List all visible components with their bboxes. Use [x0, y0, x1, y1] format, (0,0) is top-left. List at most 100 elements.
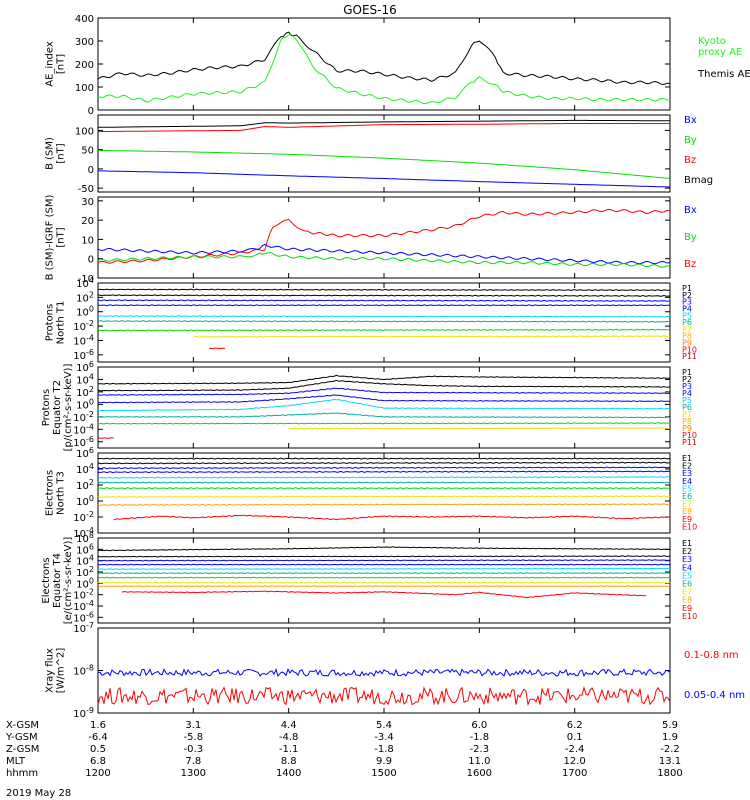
x-axis-value: 11.0: [468, 756, 490, 767]
legend-entry: P5: [682, 311, 692, 320]
legend-entry: P6: [682, 318, 692, 327]
x-axis-value: 1500: [371, 768, 396, 779]
series-line-e2: [97, 461, 671, 465]
y-tick-label: 104: [76, 276, 94, 290]
legend-entry: E8: [682, 596, 692, 605]
y-axis-label: [e/(cm²-s-sr-keV)]: [63, 537, 74, 625]
y-tick-label: 106: [76, 446, 94, 460]
x-axis-row-label: X-GSM: [6, 720, 39, 731]
x-axis-value: 9.9: [376, 756, 392, 767]
series-line-kyoto-proxy-ae: [97, 33, 671, 105]
legend-entry: E8: [682, 507, 692, 516]
legend-entry: E1: [682, 454, 692, 463]
legend-entry: P2: [682, 375, 692, 384]
x-axis-value: -2.2: [660, 744, 680, 755]
y-axis-label: AE_index: [45, 41, 56, 87]
series-line-p8: [288, 427, 671, 430]
series-line-p5: [97, 315, 671, 318]
legend-entry: P10: [682, 345, 697, 354]
series-line-themis-ae: [97, 31, 671, 86]
panel-frame: [97, 452, 671, 534]
y-axis-label: B (SM): [45, 137, 56, 170]
series-line-p4: [98, 394, 671, 404]
legend-entry: P7: [682, 325, 692, 334]
y-axis-label: Equator T2: [52, 380, 63, 435]
series-line-p3: [97, 299, 671, 302]
series-line-e6: [97, 481, 671, 484]
legend-entry: E9: [682, 515, 692, 524]
y-tick-label: 10-6: [73, 348, 94, 362]
legend-entry: E3: [682, 555, 692, 564]
y-axis-label: North T3: [56, 471, 67, 515]
series-line-0-1-0-8-nm: [97, 685, 671, 707]
y-tick-label: 100: [76, 305, 94, 319]
y-tick-label: 100: [75, 83, 94, 94]
y-tick-label: 10-6: [73, 610, 94, 624]
series-line-p7: [97, 422, 670, 425]
y-tick-label: 106: [76, 360, 94, 374]
legend-entry: E7: [682, 588, 692, 597]
series-line-e1: [98, 546, 671, 552]
x-axis-value: 1200: [85, 768, 110, 779]
y-tick-label: 20: [81, 216, 94, 227]
y-tick-label: 104: [76, 372, 94, 386]
y-tick-label: 30: [81, 197, 94, 208]
series-line-p5: [97, 398, 671, 412]
x-axis-value: -0.3: [184, 744, 204, 755]
x-axis-value: 5.4: [376, 720, 392, 731]
series-line-bz: [97, 209, 670, 264]
y-tick-label: 102: [76, 565, 94, 579]
x-axis-value: 6.0: [471, 720, 487, 731]
series-line-p7: [97, 328, 670, 332]
legend-entry: P3: [682, 298, 692, 307]
legend-entry: P5: [682, 396, 692, 405]
x-axis-value: 0.5: [90, 744, 106, 755]
series-line-by: [97, 252, 671, 268]
x-axis-value: -1.1: [279, 744, 299, 755]
series-line-e6: [97, 572, 671, 575]
series-line-p8: [193, 335, 671, 338]
y-tick-label: 104: [76, 554, 94, 568]
x-axis-value: -1.8: [470, 732, 490, 743]
y-tick-label: 10-2: [73, 319, 94, 333]
legend-entry: P1: [682, 368, 692, 377]
y-tick-label: 106: [76, 542, 94, 556]
y-tick-label: 10-7: [73, 621, 94, 635]
x-axis-value: 8.8: [281, 756, 297, 767]
y-tick-label: 10-8: [73, 664, 94, 678]
y-axis-label: [nT]: [56, 227, 67, 247]
y-axis-label: Electrons: [41, 557, 52, 603]
legend-entry: P10: [682, 431, 697, 440]
x-axis-value: 6.2: [567, 720, 583, 731]
y-tick-label: 102: [76, 290, 94, 304]
legend-entry: P1: [682, 284, 692, 293]
y-axis-label: Equator T4: [52, 553, 63, 608]
y-tick-label: 10-4: [73, 526, 94, 540]
y-axis-label: Protons: [41, 389, 52, 426]
series-line-bmag: [98, 119, 670, 128]
plot-title: GOES-16: [343, 3, 397, 17]
y-tick-label: 200: [75, 60, 94, 71]
legend-entry: Kyoto: [698, 36, 726, 47]
x-axis-value: 3.1: [185, 720, 201, 731]
legend-entry: E4: [682, 563, 692, 572]
y-axis-label: [nT]: [56, 54, 67, 74]
series-line-by: [97, 149, 671, 179]
legend-entry: E3: [682, 469, 692, 478]
y-tick-label: 100: [76, 576, 94, 590]
series-line-p6: [97, 412, 671, 419]
legend-entry: Themis AE: [697, 69, 750, 80]
legend-entry: P9: [682, 424, 692, 433]
series-line-e8: [97, 581, 671, 584]
series-line-p4: [97, 304, 671, 307]
legend-entry: P8: [682, 417, 692, 426]
series-line-e5: [97, 476, 671, 479]
y-tick-label: 0: [88, 106, 94, 117]
x-axis-value: 0.1: [567, 732, 583, 743]
y-axis-label: North T1: [56, 301, 67, 345]
legend-entry: Bx: [684, 115, 697, 126]
series-line-e1: [98, 457, 671, 460]
x-axis-value: 1800: [657, 768, 682, 779]
